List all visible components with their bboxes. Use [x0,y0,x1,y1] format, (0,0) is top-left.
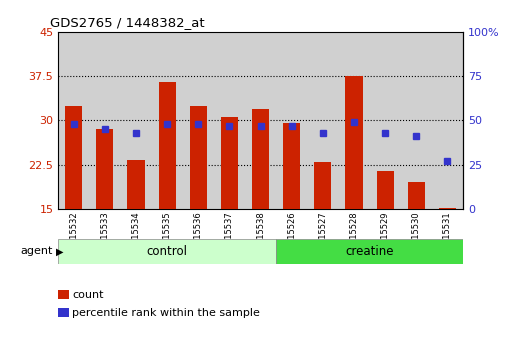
Bar [338,32,369,209]
Bar [127,160,144,209]
Bar [438,208,455,209]
Bar [120,32,152,209]
Bar [283,123,299,209]
Bar [58,32,89,209]
Bar [431,32,462,209]
Text: agent: agent [21,246,53,256]
Bar [182,32,214,209]
Text: creatine: creatine [344,245,393,258]
Text: GDS2765 / 1448382_at: GDS2765 / 1448382_at [50,16,205,29]
Bar [152,32,182,209]
Bar [58,239,276,264]
Bar [400,32,431,209]
Bar [276,239,462,264]
Text: control: control [146,245,187,258]
Bar [369,32,400,209]
Bar [314,162,331,209]
Bar [276,32,307,209]
Bar [251,109,269,209]
Bar [376,171,393,209]
Bar [158,82,175,209]
Bar [307,32,338,209]
Text: percentile rank within the sample: percentile rank within the sample [72,308,260,318]
Text: ▶: ▶ [56,246,63,256]
Bar [345,76,362,209]
Bar [89,32,120,209]
Bar [96,129,113,209]
Bar [407,182,424,209]
Bar [214,32,244,209]
Text: count: count [72,290,104,300]
Bar [244,32,276,209]
Bar [65,105,82,209]
Bar [221,118,237,209]
Bar [189,105,207,209]
